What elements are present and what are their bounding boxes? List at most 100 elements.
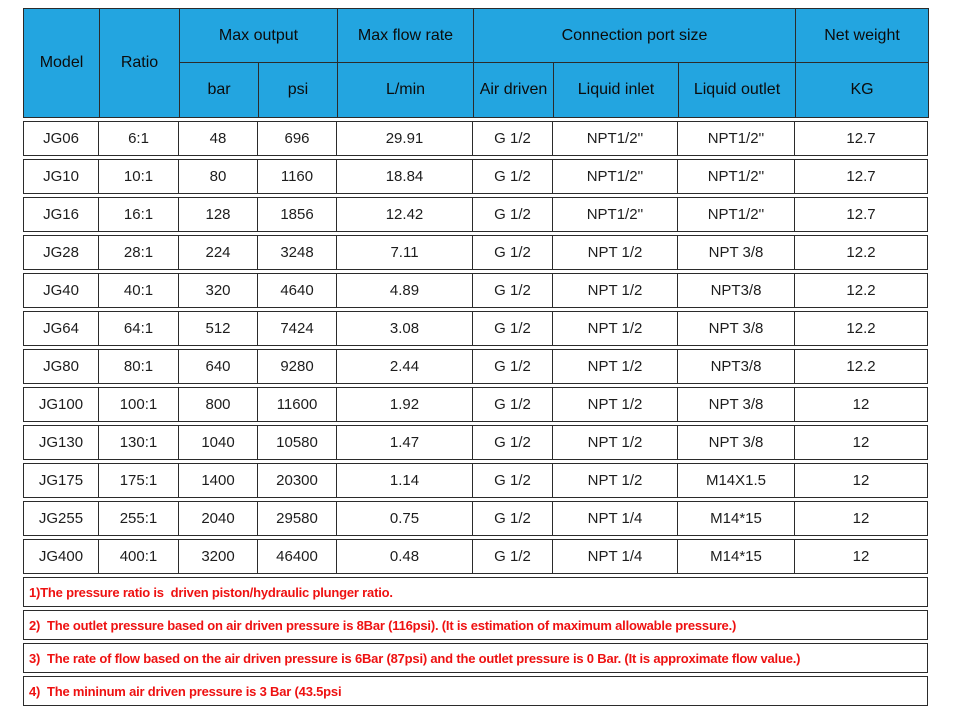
- cell-model: JG255: [23, 501, 99, 536]
- cell-liquid-outlet: NPT1/2'': [678, 121, 795, 156]
- cell-ratio: 255:1: [99, 501, 179, 536]
- cell-liquid-outlet: M14*15: [678, 539, 795, 574]
- cell-air-driven: G 1/2: [473, 273, 553, 308]
- col-header-bar: bar: [179, 62, 259, 118]
- cell-psi: 9280: [258, 349, 337, 384]
- cell-liquid-outlet: NPT1/2'': [678, 197, 795, 232]
- col-header-connection-port-size: Connection port size: [473, 8, 796, 63]
- cell-ratio: 64:1: [99, 311, 179, 346]
- table-row: JG175 175:1 1400 20300 1.14 G 1/2 NPT 1/2 M14X1…: [23, 463, 928, 498]
- cell-kg: 12.7: [795, 121, 928, 156]
- cell-bar: 320: [179, 273, 258, 308]
- cell-liquid-inlet: NPT 1/2: [553, 349, 678, 384]
- notes: 1)The pressure ratio is driven piston/hy…: [23, 577, 928, 706]
- cell-liquid-outlet: M14*15: [678, 501, 795, 536]
- cell-model: JG80: [23, 349, 99, 384]
- col-header-model: Model: [23, 8, 100, 118]
- cell-kg: 12: [795, 463, 928, 498]
- table-row: JG255 255:1 2040 29580 0.75 G 1/2 NPT 1/4 M14*1…: [23, 501, 928, 536]
- cell-liquid-outlet: NPT1/2'': [678, 159, 795, 194]
- cell-ratio: 80:1: [99, 349, 179, 384]
- spec-table: JG06 6:1 48 696 29.91 G 1/2 NPT1/2'' NPT1/2'' 12…: [23, 118, 928, 577]
- cell-air-driven: G 1/2: [473, 159, 553, 194]
- cell-psi: 4640: [258, 273, 337, 308]
- cell-l-min: 0.75: [337, 501, 473, 536]
- cell-kg: 12: [795, 425, 928, 460]
- cell-l-min: 4.89: [337, 273, 473, 308]
- cell-psi: 29580: [258, 501, 337, 536]
- cell-bar: 3200: [179, 539, 258, 574]
- cell-ratio: 130:1: [99, 425, 179, 460]
- table-row: JG130 130:1 1040 10580 1.47 G 1/2 NPT 1/2 NPT 3…: [23, 425, 928, 460]
- table-row: JG100 100:1 800 11600 1.92 G 1/2 NPT 1/2 NPT 3/…: [23, 387, 928, 422]
- cell-air-driven: G 1/2: [473, 311, 553, 346]
- cell-ratio: 175:1: [99, 463, 179, 498]
- cell-l-min: 1.14: [337, 463, 473, 498]
- cell-bar: 640: [179, 349, 258, 384]
- cell-model: JG06: [23, 121, 99, 156]
- cell-liquid-outlet: NPT 3/8: [678, 311, 795, 346]
- cell-bar: 224: [179, 235, 258, 270]
- note-2: 2) The outlet pressure based on air driv…: [23, 610, 928, 640]
- col-header-psi: psi: [258, 62, 338, 118]
- col-header-liquid-inlet: Liquid inlet: [553, 62, 679, 118]
- cell-ratio: 100:1: [99, 387, 179, 422]
- table-row: JG400 400:1 3200 46400 0.48 G 1/2 NPT 1/4 M14*1…: [23, 539, 928, 574]
- cell-l-min: 0.48: [337, 539, 473, 574]
- cell-kg: 12.2: [795, 235, 928, 270]
- col-header-max-flow-rate: Max flow rate: [337, 8, 474, 63]
- cell-kg: 12.7: [795, 159, 928, 194]
- cell-psi: 3248: [258, 235, 337, 270]
- cell-air-driven: G 1/2: [473, 539, 553, 574]
- cell-liquid-outlet: NPT 3/8: [678, 425, 795, 460]
- cell-liquid-inlet: NPT 1/2: [553, 463, 678, 498]
- cell-liquid-outlet: M14X1.5: [678, 463, 795, 498]
- cell-model: JG130: [23, 425, 99, 460]
- cell-air-driven: G 1/2: [473, 349, 553, 384]
- table-row: JG10 10:1 80 1160 18.84 G 1/2 NPT1/2'' NPT1/2''…: [23, 159, 928, 194]
- header-row-1: Model Ratio Max output Max flow rate Con…: [23, 8, 929, 118]
- cell-kg: 12: [795, 539, 928, 574]
- cell-liquid-inlet: NPT 1/4: [553, 501, 678, 536]
- cell-kg: 12.2: [795, 311, 928, 346]
- cell-liquid-inlet: NPT 1/2: [553, 273, 678, 308]
- cell-air-driven: G 1/2: [473, 387, 553, 422]
- cell-model: JG64: [23, 311, 99, 346]
- table-row: JG28 28:1 224 3248 7.11 G 1/2 NPT 1/2 NPT 3/8 12…: [23, 235, 928, 270]
- cell-air-driven: G 1/2: [473, 121, 553, 156]
- cell-l-min: 1.47: [337, 425, 473, 460]
- header-row-2: bar psi L/min Air driven Liquid inlet Li…: [24, 62, 929, 118]
- col-header-ratio: Ratio: [99, 8, 180, 118]
- cell-l-min: 7.11: [337, 235, 473, 270]
- cell-bar: 128: [179, 197, 258, 232]
- cell-psi: 1856: [258, 197, 337, 232]
- cell-liquid-outlet: NPT 3/8: [678, 387, 795, 422]
- cell-psi: 20300: [258, 463, 337, 498]
- cell-liquid-outlet: NPT 3/8: [678, 235, 795, 270]
- cell-kg: 12.7: [795, 197, 928, 232]
- cell-ratio: 10:1: [99, 159, 179, 194]
- cell-ratio: 28:1: [99, 235, 179, 270]
- cell-model: JG400: [23, 539, 99, 574]
- cell-bar: 80: [179, 159, 258, 194]
- cell-model: JG10: [23, 159, 99, 194]
- cell-kg: 12: [795, 501, 928, 536]
- cell-air-driven: G 1/2: [473, 463, 553, 498]
- cell-psi: 11600: [258, 387, 337, 422]
- cell-liquid-inlet: NPT 1/2: [553, 311, 678, 346]
- cell-air-driven: G 1/2: [473, 425, 553, 460]
- cell-model: JG175: [23, 463, 99, 498]
- cell-liquid-inlet: NPT 1/2: [553, 425, 678, 460]
- cell-kg: 12.2: [795, 349, 928, 384]
- cell-bar: 800: [179, 387, 258, 422]
- cell-psi: 7424: [258, 311, 337, 346]
- table-row: JG40 40:1 320 4640 4.89 G 1/2 NPT 1/2 NPT3/8 12.…: [23, 273, 928, 308]
- cell-bar: 1040: [179, 425, 258, 460]
- cell-model: JG28: [23, 235, 99, 270]
- cell-kg: 12: [795, 387, 928, 422]
- cell-psi: 696: [258, 121, 337, 156]
- col-header-liquid-outlet: Liquid outlet: [678, 62, 796, 118]
- cell-liquid-inlet: NPT 1/4: [553, 539, 678, 574]
- cell-model: JG100: [23, 387, 99, 422]
- note-1: 1)The pressure ratio is driven piston/hy…: [23, 577, 928, 607]
